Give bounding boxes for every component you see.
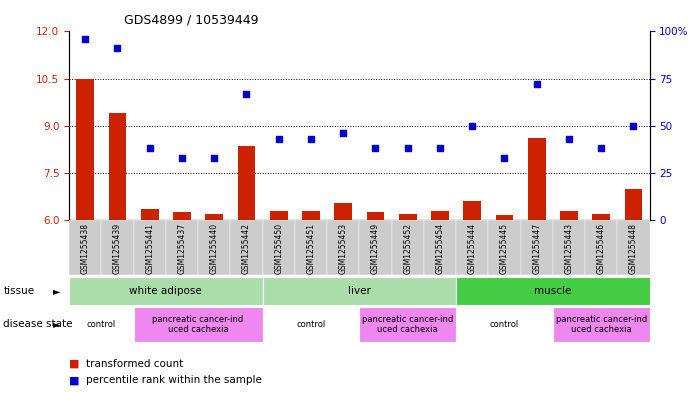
- Point: [112, 45, 123, 51]
- Bar: [528, 138, 545, 220]
- Point: [435, 145, 446, 152]
- Text: pancreatic cancer-ind
uced cachexia: pancreatic cancer-ind uced cachexia: [153, 314, 244, 334]
- Point: [499, 155, 510, 161]
- Text: control: control: [490, 320, 519, 329]
- Bar: [327, 220, 359, 275]
- Bar: [133, 307, 263, 342]
- Text: GSM1255441: GSM1255441: [145, 223, 154, 274]
- Bar: [592, 214, 610, 220]
- Text: control: control: [87, 320, 116, 329]
- Bar: [456, 307, 553, 342]
- Bar: [359, 307, 456, 342]
- Text: GSM1255442: GSM1255442: [242, 223, 251, 274]
- Text: GSM1255444: GSM1255444: [468, 223, 477, 274]
- Bar: [69, 220, 102, 275]
- Text: muscle: muscle: [534, 286, 571, 296]
- Point: [466, 123, 477, 129]
- Bar: [302, 211, 320, 220]
- Bar: [108, 113, 126, 220]
- Text: percentile rank within the sample: percentile rank within the sample: [86, 375, 263, 386]
- Bar: [295, 220, 327, 275]
- Bar: [489, 220, 520, 275]
- Bar: [424, 220, 456, 275]
- Text: ■: ■: [69, 375, 79, 386]
- Bar: [553, 307, 650, 342]
- Text: white adipose: white adipose: [129, 286, 202, 296]
- Text: GSM1255448: GSM1255448: [629, 223, 638, 274]
- Text: GSM1255443: GSM1255443: [565, 223, 574, 274]
- Text: GSM1255452: GSM1255452: [403, 223, 413, 274]
- Bar: [230, 220, 263, 275]
- Text: GSM1255446: GSM1255446: [596, 223, 606, 274]
- Bar: [617, 220, 650, 275]
- Text: ■: ■: [69, 358, 79, 369]
- Point: [273, 136, 284, 142]
- Text: GSM1255438: GSM1255438: [81, 223, 90, 274]
- Point: [628, 123, 639, 129]
- Bar: [69, 277, 263, 305]
- Bar: [102, 220, 133, 275]
- Bar: [334, 203, 352, 220]
- Text: ►: ►: [53, 319, 60, 329]
- Bar: [625, 189, 642, 220]
- Bar: [456, 277, 650, 305]
- Text: transformed count: transformed count: [86, 358, 184, 369]
- Bar: [263, 307, 359, 342]
- Text: pancreatic cancer-ind
uced cachexia: pancreatic cancer-ind uced cachexia: [556, 314, 647, 334]
- Bar: [166, 220, 198, 275]
- Text: GSM1255437: GSM1255437: [178, 223, 187, 274]
- Point: [370, 145, 381, 152]
- Text: control: control: [296, 320, 325, 329]
- Text: GSM1255439: GSM1255439: [113, 223, 122, 274]
- Point: [402, 145, 413, 152]
- Text: GSM1255451: GSM1255451: [306, 223, 316, 274]
- Text: GDS4899 / 10539449: GDS4899 / 10539449: [124, 14, 259, 27]
- Bar: [76, 79, 94, 220]
- Bar: [269, 211, 287, 220]
- Text: tissue: tissue: [3, 286, 35, 296]
- Point: [596, 145, 607, 152]
- Text: GSM1255454: GSM1255454: [435, 223, 444, 274]
- Bar: [198, 220, 230, 275]
- Text: GSM1255449: GSM1255449: [371, 223, 380, 274]
- Point: [305, 136, 316, 142]
- Text: disease state: disease state: [3, 319, 73, 329]
- Bar: [205, 214, 223, 220]
- Point: [79, 36, 91, 42]
- Bar: [238, 146, 255, 220]
- Bar: [133, 220, 166, 275]
- Point: [176, 155, 187, 161]
- Bar: [141, 209, 158, 220]
- Point: [241, 90, 252, 97]
- Bar: [366, 212, 384, 220]
- Point: [531, 81, 542, 87]
- Text: liver: liver: [348, 286, 371, 296]
- Bar: [263, 220, 295, 275]
- Bar: [553, 220, 585, 275]
- Bar: [263, 277, 456, 305]
- Bar: [69, 307, 133, 342]
- Text: GSM1255450: GSM1255450: [274, 223, 283, 274]
- Text: GSM1255440: GSM1255440: [209, 223, 219, 274]
- Bar: [431, 211, 448, 220]
- Bar: [456, 220, 489, 275]
- Bar: [399, 214, 417, 220]
- Bar: [392, 220, 424, 275]
- Bar: [359, 220, 392, 275]
- Point: [563, 136, 574, 142]
- Bar: [463, 201, 481, 220]
- Text: GSM1255445: GSM1255445: [500, 223, 509, 274]
- Bar: [560, 211, 578, 220]
- Bar: [173, 212, 191, 220]
- Point: [144, 145, 155, 152]
- Text: pancreatic cancer-ind
uced cachexia: pancreatic cancer-ind uced cachexia: [362, 314, 453, 334]
- Point: [209, 155, 220, 161]
- Text: ►: ►: [53, 286, 60, 296]
- Bar: [585, 220, 617, 275]
- Point: [338, 130, 349, 136]
- Text: GSM1255447: GSM1255447: [532, 223, 541, 274]
- Bar: [520, 220, 553, 275]
- Text: GSM1255453: GSM1255453: [339, 223, 348, 274]
- Bar: [495, 215, 513, 220]
